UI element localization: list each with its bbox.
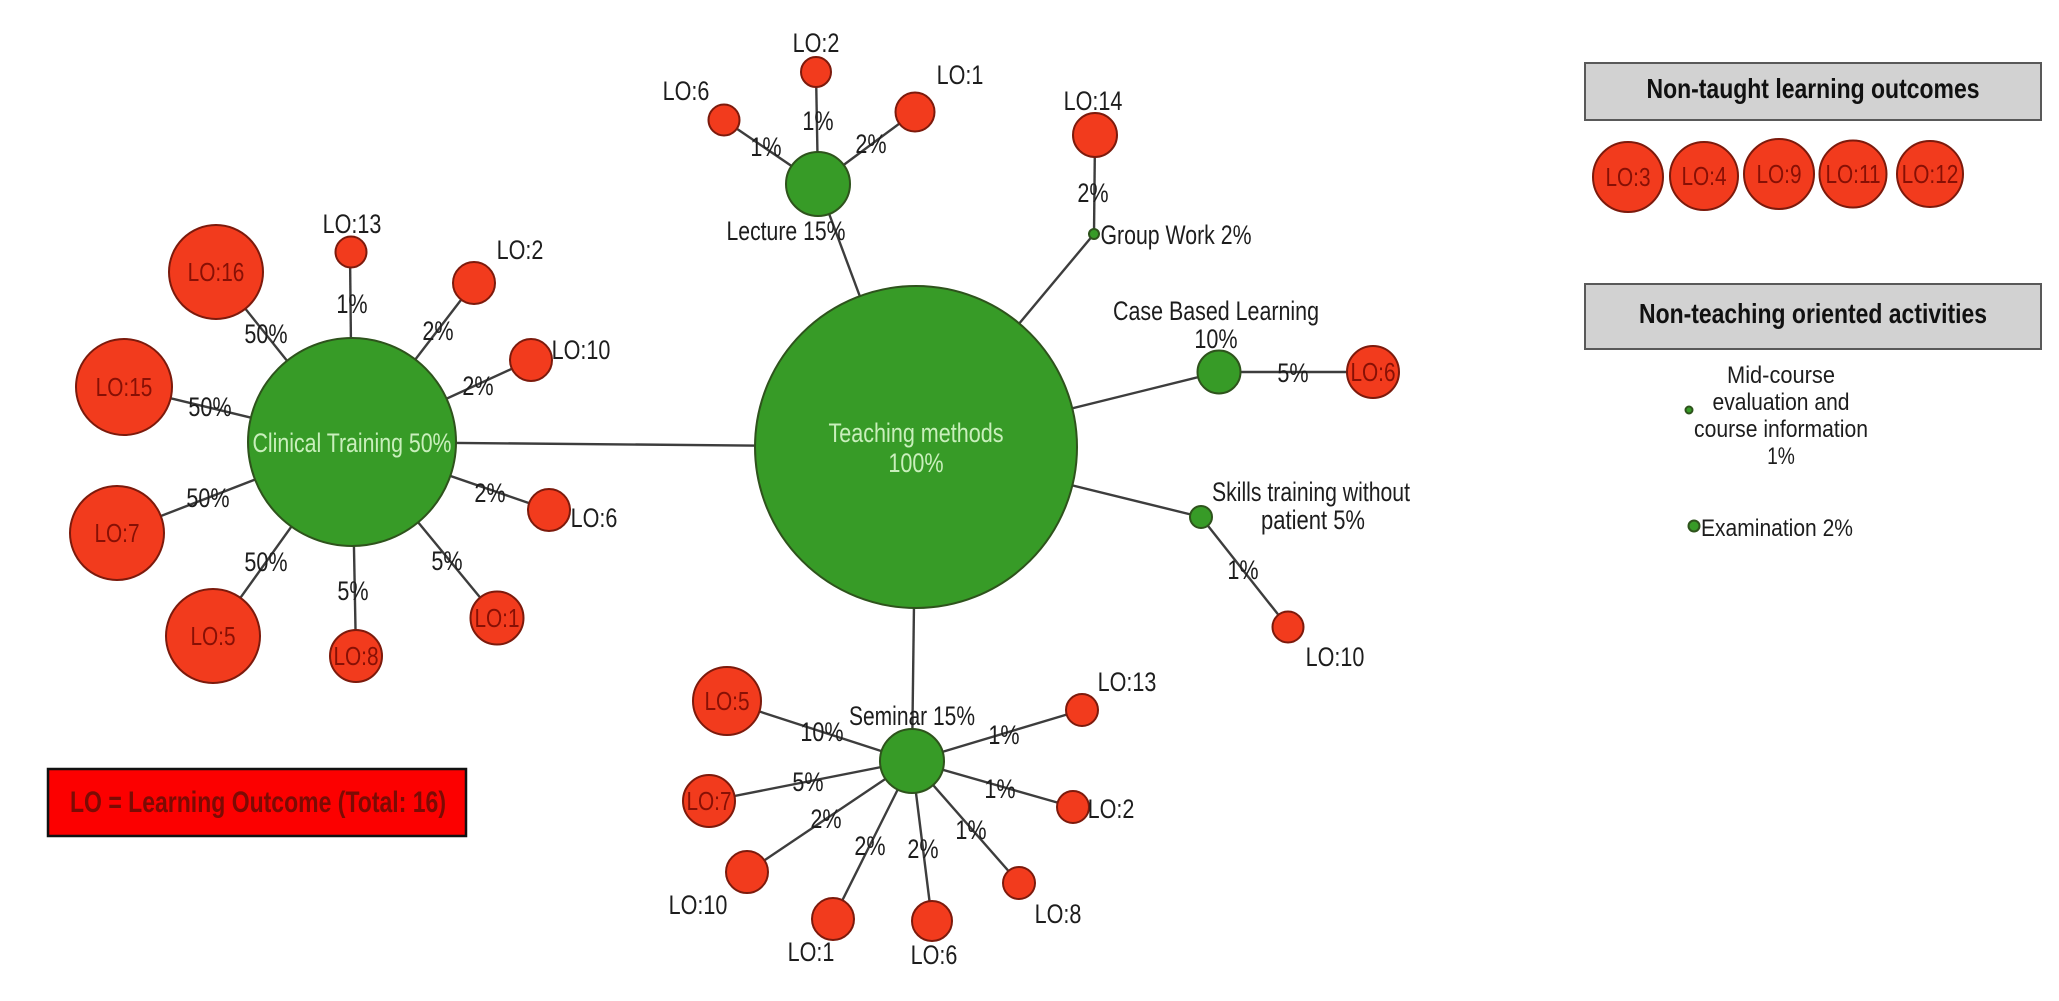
svg-text:Group Work 2%: Group Work 2% bbox=[1101, 220, 1252, 250]
svg-text:2%: 2% bbox=[854, 831, 885, 861]
svg-text:course information: course information bbox=[1694, 416, 1868, 443]
svg-text:LO:1: LO:1 bbox=[937, 60, 984, 90]
svg-text:1%: 1% bbox=[984, 774, 1015, 804]
svg-text:5%: 5% bbox=[792, 767, 823, 797]
svg-text:LO = Learning Outcome (Total:: LO = Learning Outcome (Total: 16) bbox=[70, 786, 446, 819]
svg-text:LO:2: LO:2 bbox=[1088, 794, 1135, 824]
svg-text:Lecture 15%: Lecture 15% bbox=[727, 216, 846, 246]
svg-text:2%: 2% bbox=[462, 371, 493, 401]
svg-text:50%: 50% bbox=[244, 319, 287, 349]
svg-text:2%: 2% bbox=[907, 834, 938, 864]
svg-text:LO:6: LO:6 bbox=[911, 940, 958, 970]
svg-text:10%: 10% bbox=[800, 717, 843, 747]
svg-text:Teaching methods: Teaching methods bbox=[829, 418, 1004, 448]
svg-text:LO:2: LO:2 bbox=[497, 235, 544, 265]
svg-text:LO:12: LO:12 bbox=[1902, 159, 1959, 189]
svg-text:10%: 10% bbox=[1194, 324, 1237, 354]
svg-text:1%: 1% bbox=[1227, 555, 1258, 585]
svg-text:LO:10: LO:10 bbox=[669, 890, 728, 920]
svg-text:Skills training without: Skills training without bbox=[1212, 477, 1410, 507]
svg-text:LO:2: LO:2 bbox=[793, 28, 840, 58]
svg-text:50%: 50% bbox=[186, 483, 229, 513]
svg-text:LO:1: LO:1 bbox=[474, 603, 519, 633]
svg-text:LO:4: LO:4 bbox=[1681, 161, 1726, 191]
svg-text:LO:11: LO:11 bbox=[1825, 159, 1880, 189]
svg-text:2%: 2% bbox=[855, 129, 886, 159]
svg-text:Non-teaching oriented activiti: Non-teaching oriented activities bbox=[1639, 298, 1987, 329]
svg-text:LO:16: LO:16 bbox=[188, 257, 245, 287]
svg-text:LO:8: LO:8 bbox=[1035, 899, 1082, 929]
svg-text:1%: 1% bbox=[988, 720, 1019, 750]
svg-text:patient 5%: patient 5% bbox=[1261, 505, 1365, 535]
svg-text:2%: 2% bbox=[422, 316, 453, 346]
svg-text:Case Based Learning: Case Based Learning bbox=[1113, 296, 1319, 326]
svg-text:LO:5: LO:5 bbox=[190, 621, 235, 651]
svg-text:LO:6: LO:6 bbox=[571, 503, 618, 533]
svg-text:LO:7: LO:7 bbox=[94, 518, 139, 548]
svg-text:LO:7: LO:7 bbox=[686, 786, 731, 816]
svg-text:LO:13: LO:13 bbox=[323, 209, 382, 239]
svg-text:LO:6: LO:6 bbox=[663, 76, 710, 106]
svg-text:2%: 2% bbox=[474, 478, 505, 508]
svg-text:1%: 1% bbox=[955, 815, 986, 845]
svg-text:LO:13: LO:13 bbox=[1098, 667, 1157, 697]
svg-text:5%: 5% bbox=[337, 576, 368, 606]
svg-text:Seminar 15%: Seminar 15% bbox=[849, 701, 975, 731]
svg-text:LO:3: LO:3 bbox=[1605, 162, 1650, 192]
svg-text:Clinical Training 50%: Clinical Training 50% bbox=[253, 428, 452, 458]
svg-text:1%: 1% bbox=[802, 106, 833, 136]
svg-text:LO:8: LO:8 bbox=[333, 641, 378, 671]
svg-text:LO:10: LO:10 bbox=[1306, 642, 1365, 672]
svg-text:2%: 2% bbox=[810, 804, 841, 834]
svg-text:1%: 1% bbox=[750, 132, 781, 162]
svg-text:5%: 5% bbox=[1277, 358, 1308, 388]
svg-text:LO:14: LO:14 bbox=[1064, 86, 1123, 116]
svg-text:Mid-course: Mid-course bbox=[1727, 362, 1835, 389]
svg-text:evaluation and: evaluation and bbox=[1713, 389, 1850, 416]
svg-text:LO:15: LO:15 bbox=[96, 372, 153, 402]
svg-text:LO:1: LO:1 bbox=[788, 937, 835, 967]
svg-text:1%: 1% bbox=[336, 289, 367, 319]
svg-text:Examination 2%: Examination 2% bbox=[1701, 515, 1853, 542]
svg-text:100%: 100% bbox=[888, 448, 943, 478]
svg-text:50%: 50% bbox=[188, 392, 231, 422]
svg-text:LO:6: LO:6 bbox=[1350, 357, 1395, 387]
svg-text:LO:10: LO:10 bbox=[552, 335, 611, 365]
svg-text:5%: 5% bbox=[431, 546, 462, 576]
svg-text:LO:9: LO:9 bbox=[1756, 159, 1801, 189]
svg-text:Non-taught learning outcomes: Non-taught learning outcomes bbox=[1647, 73, 1980, 104]
svg-text:LO:5: LO:5 bbox=[704, 686, 749, 716]
svg-text:1%: 1% bbox=[1767, 443, 1795, 470]
svg-text:2%: 2% bbox=[1077, 178, 1108, 208]
svg-text:50%: 50% bbox=[244, 547, 287, 577]
